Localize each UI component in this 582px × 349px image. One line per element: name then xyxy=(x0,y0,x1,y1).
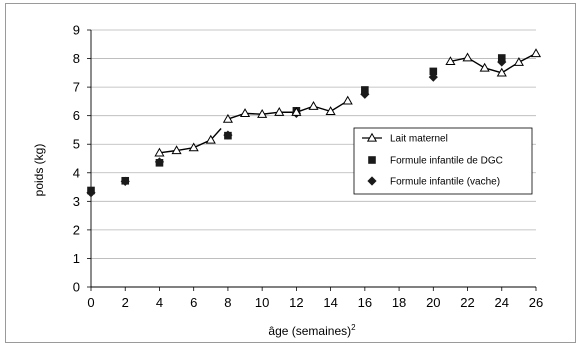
point-lait-maternel xyxy=(308,101,319,110)
point-lait-maternel xyxy=(530,48,542,58)
x-axis-label-text: âge (semaines) xyxy=(268,324,351,338)
point-lait-maternel xyxy=(291,107,302,116)
point-lait-maternel xyxy=(445,56,456,66)
legend-label: Formule infantile de DGC xyxy=(390,156,503,167)
y-tick-label: 1 xyxy=(73,251,80,266)
point-lait-maternel xyxy=(496,67,507,77)
axes xyxy=(87,29,537,291)
point-lait-maternel xyxy=(222,113,233,123)
point-formule-vache xyxy=(120,176,130,186)
point-formule-vache xyxy=(223,130,233,140)
x-tick-label: 12 xyxy=(289,295,303,310)
point-formule-vache xyxy=(86,188,96,198)
y-tick-label: 8 xyxy=(73,51,80,66)
point-lait-maternel xyxy=(257,109,268,118)
x-tick-label: 0 xyxy=(87,295,94,310)
legend-box xyxy=(353,127,533,195)
point-formule-vache xyxy=(154,157,165,167)
legend-label: Lait maternel xyxy=(390,134,448,145)
point-lait-maternel xyxy=(462,52,473,62)
point-lait-maternel xyxy=(342,95,353,105)
y-tick-label: 2 xyxy=(73,222,80,237)
x-tick-label: 2 xyxy=(122,295,129,310)
point-formule-vache xyxy=(497,57,507,67)
x-tick-label: 26 xyxy=(529,295,543,310)
x-tick-label: 10 xyxy=(255,295,269,310)
point-lait-maternel xyxy=(171,145,182,155)
x-tick-label: 24 xyxy=(495,295,509,310)
point-formule-dgc xyxy=(429,67,438,76)
series-layer xyxy=(86,48,542,198)
point-lait-maternel xyxy=(325,106,336,116)
x-tick-label: 18 xyxy=(392,295,406,310)
x-tick-label: 22 xyxy=(460,295,474,310)
legend-marker-formule-vache xyxy=(367,176,377,186)
point-lait-maternel xyxy=(154,147,165,157)
x-tick-label: 16 xyxy=(358,295,372,310)
x-tick-labels: 0 2 4 6 8 10 12 14 16 18 20 22 24 26 xyxy=(87,295,543,310)
chart-frame xyxy=(5,3,576,343)
point-lait-maternel xyxy=(239,108,251,118)
y-tick-label: 9 xyxy=(73,23,80,38)
legend-marker-formule-dgc xyxy=(368,156,376,164)
y-tick-label: 0 xyxy=(73,280,80,295)
y-axis-label: poids (kg) xyxy=(32,144,46,197)
x-tick-label: 20 xyxy=(426,295,440,310)
x-tick-label: 4 xyxy=(156,295,163,310)
x-tick-label: 8 xyxy=(224,295,231,310)
y-tick-label: 7 xyxy=(73,80,80,95)
point-lait-maternel xyxy=(205,134,216,144)
y-tick-label: 3 xyxy=(73,194,80,209)
legend-label: Formule infantile (vache) xyxy=(390,177,500,188)
series-line-lait-maternel xyxy=(450,52,537,74)
point-lait-maternel xyxy=(274,107,285,116)
point-lait-maternel xyxy=(479,62,490,72)
x-tick-label: 6 xyxy=(190,295,197,310)
y-tick-label: 5 xyxy=(73,137,80,152)
y-tick-label: 4 xyxy=(73,165,80,180)
x-tick-label: 14 xyxy=(323,295,337,310)
legend-marker-lait-maternel xyxy=(366,132,378,142)
point-lait-maternel xyxy=(188,142,199,152)
x-axis-label-superscript: 2 xyxy=(351,323,356,332)
point-formule-vache xyxy=(428,72,438,82)
legend: Lait maternel Formule infantile de DGC For… xyxy=(353,127,533,195)
y-tick-label: 6 xyxy=(73,108,80,123)
point-lait-maternel xyxy=(513,57,524,66)
x-axis-label: âge (semaines)2 xyxy=(268,323,356,338)
y-tick-labels: 0 1 2 3 4 5 6 7 8 9 xyxy=(73,23,80,295)
point-formule-vache xyxy=(360,89,370,99)
